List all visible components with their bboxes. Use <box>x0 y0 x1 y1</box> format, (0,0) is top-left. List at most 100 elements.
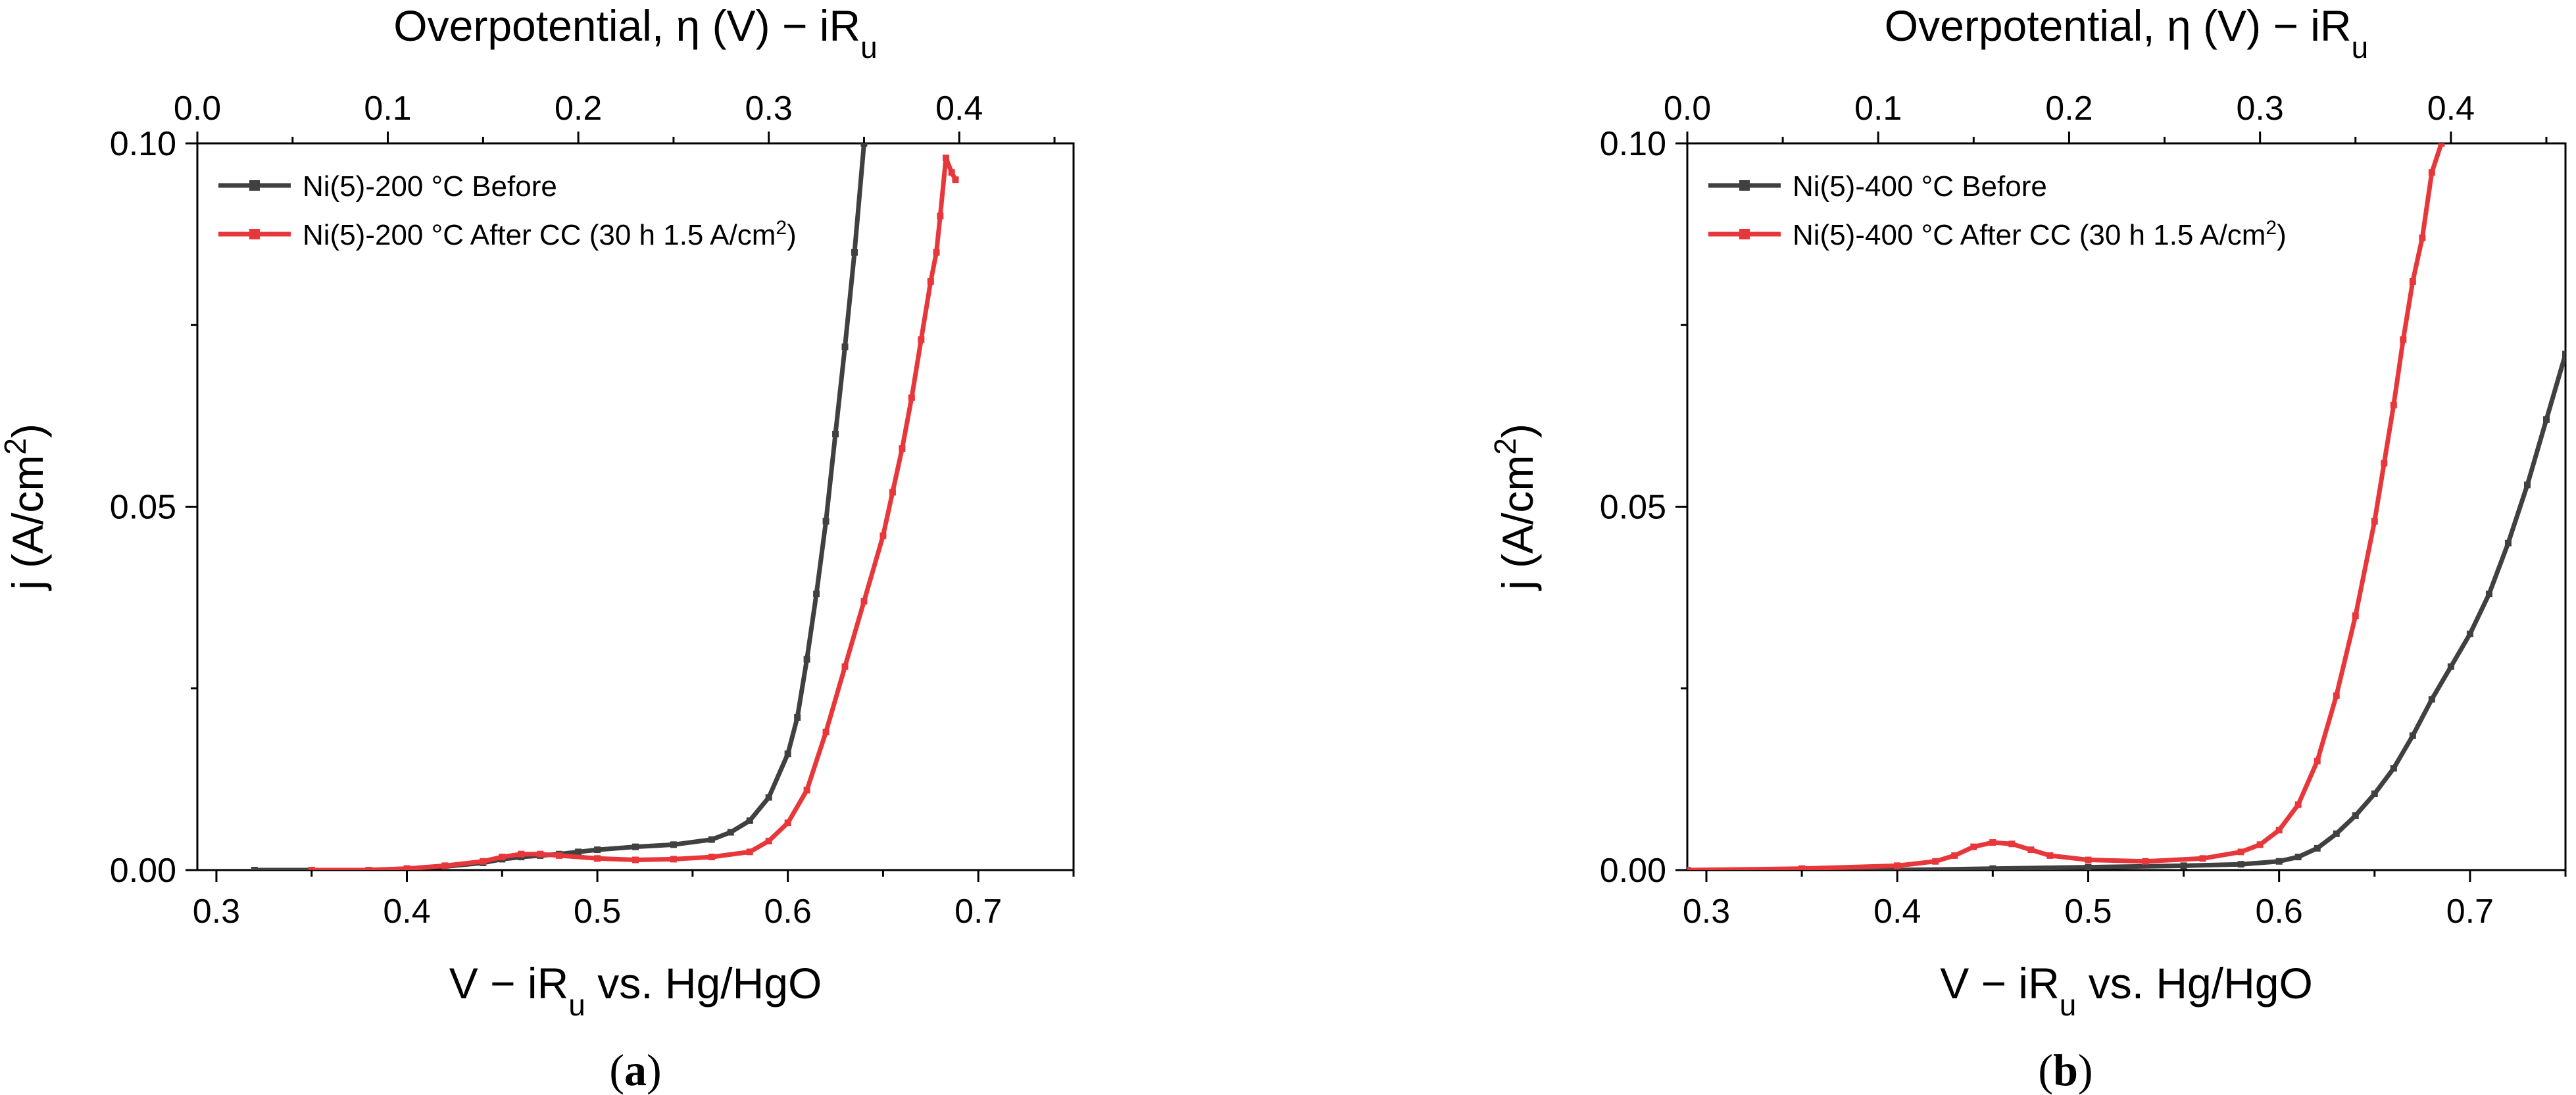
data-point <box>2428 169 2435 176</box>
data-point <box>2085 864 2092 870</box>
x-axis-title: V − iRu vs. Hg/HgO <box>449 959 822 1022</box>
data-point <box>860 598 868 605</box>
data-point <box>937 212 944 220</box>
data-point <box>851 249 858 256</box>
data-point <box>727 829 734 836</box>
data-point <box>822 729 830 736</box>
data-point <box>632 856 639 864</box>
data-point <box>575 848 582 856</box>
data-point <box>2352 812 2359 819</box>
data-point <box>803 787 810 794</box>
data-point <box>2485 591 2492 598</box>
y-tick-label: 0.10 <box>110 125 176 163</box>
top-tick-label: 0.0 <box>1664 89 1711 128</box>
y-tick-label: 0.00 <box>110 852 176 890</box>
legend-label-1: Ni(5)-200 °C After CC (30 h 1.5 A/cm2) <box>303 217 797 252</box>
y-tick-label: 0.05 <box>110 489 176 527</box>
data-point <box>813 591 820 598</box>
panel-label: (a) <box>609 1045 661 1095</box>
data-point <box>556 852 563 859</box>
data-point <box>746 848 753 856</box>
legend-label-1: Ni(5)-400 °C After CC (30 h 1.5 A/cm2) <box>1793 217 2287 252</box>
legend-marker-1 <box>249 229 260 239</box>
series-points-1 <box>308 155 959 870</box>
data-point <box>2008 840 2016 848</box>
data-point <box>2352 612 2359 620</box>
data-point <box>2381 460 2388 467</box>
data-point <box>708 854 715 861</box>
x-tick-label: 0.6 <box>2256 892 2303 931</box>
top-tick-label: 0.4 <box>935 89 983 128</box>
y-axis-title: j (A/cm2) <box>0 424 52 591</box>
data-point <box>2294 854 2302 861</box>
data-point <box>365 867 372 870</box>
data-point <box>2237 848 2244 856</box>
data-point <box>927 278 934 285</box>
top-tick-label: 0.1 <box>1854 89 1902 128</box>
data-point <box>952 176 959 183</box>
data-point <box>2390 401 2397 408</box>
legend-label-0: Ni(5)-400 °C Before <box>1793 170 2047 203</box>
top-tick-label: 0.0 <box>174 89 221 128</box>
plot-frame <box>196 142 1075 871</box>
legend-marker-0 <box>1739 180 1750 191</box>
x-tick-label: 0.6 <box>764 892 812 931</box>
x-tick-label: 0.7 <box>954 892 1002 931</box>
data-point <box>860 143 868 147</box>
data-point <box>2523 481 2531 489</box>
y-tick-label: 0.00 <box>1600 852 1666 890</box>
data-point <box>1894 862 1901 869</box>
data-point <box>2409 732 2416 739</box>
top-tick-label: 0.3 <box>745 89 793 128</box>
x-tick-label: 0.5 <box>2064 892 2112 931</box>
data-point <box>2371 518 2378 525</box>
x-tick-label: 0.3 <box>193 892 240 931</box>
data-point <box>1989 839 1996 846</box>
data-point <box>708 836 715 843</box>
series-line-1 <box>1687 143 2444 870</box>
y-axis-title: j (A/cm2) <box>1488 424 1542 591</box>
data-point <box>765 837 772 844</box>
data-point <box>879 532 887 539</box>
data-point <box>933 249 940 256</box>
data-point <box>2447 663 2454 670</box>
panel-a: 0.3 0.4 0.5 0.6 0.7 0.0 0.1 0.2 0.3 0.4 0.00 0.05 0.… <box>0 1 1075 1095</box>
data-point <box>899 445 906 452</box>
y-tick-label: 0.05 <box>1600 489 1666 527</box>
x-axis-title: V − iRu vs. Hg/HgO <box>1940 959 2313 1022</box>
data-point <box>948 169 955 176</box>
data-point <box>2256 841 2264 848</box>
data-point <box>2180 862 2187 869</box>
data-point <box>2390 765 2397 772</box>
data-point <box>1951 852 1958 859</box>
panel-label: (b) <box>2038 1045 2093 1095</box>
data-point <box>2333 830 2340 837</box>
top-tick-label: 0.4 <box>2427 89 2475 128</box>
data-point <box>2085 856 2092 864</box>
data-point <box>2142 858 2149 865</box>
data-point <box>2409 278 2416 285</box>
data-point <box>2371 790 2378 797</box>
x-tick-label: 0.3 <box>1683 892 1730 931</box>
data-point <box>1932 858 1939 865</box>
data-point <box>2199 855 2206 862</box>
data-point <box>908 394 915 401</box>
panel-b: 0.3 0.4 0.5 0.6 0.7 0.0 0.1 0.2 0.3 0.4 0.00 0.05 0.… <box>1488 1 2567 1095</box>
series-points-0 <box>1687 351 2565 870</box>
data-point <box>2314 758 2321 765</box>
x-tick-label: 0.7 <box>2446 892 2494 931</box>
x-tick-label: 0.4 <box>383 892 430 931</box>
data-point <box>537 850 544 858</box>
data-point <box>499 854 506 861</box>
y-tick-label: 0.10 <box>1600 125 1666 163</box>
data-point <box>1989 865 1996 870</box>
top-axis-title: Overpotential, η (V) − iRu <box>1885 1 2368 64</box>
data-point <box>889 489 896 496</box>
data-point <box>1687 867 1691 870</box>
data-point <box>2504 539 2512 547</box>
data-point <box>746 817 753 824</box>
data-point <box>2275 858 2283 865</box>
data-point <box>441 862 449 869</box>
data-point <box>2046 852 2054 859</box>
data-point <box>2438 143 2445 147</box>
